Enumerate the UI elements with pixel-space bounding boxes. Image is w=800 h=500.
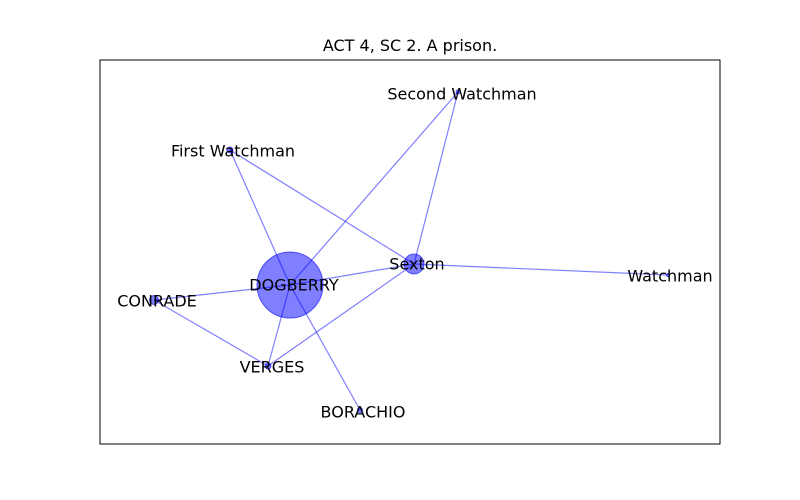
plot-frame (99, 59, 721, 445)
edge-sexton-watchman (413, 263, 669, 276)
node-dogberry (256, 251, 324, 319)
chart-title: ACT 4, SC 2. A prison. (323, 36, 497, 55)
node-label-sexton: Sexton (389, 255, 444, 274)
node-first-watchman (226, 146, 234, 154)
node-borachio (357, 407, 363, 413)
node-conrade (149, 295, 159, 305)
node-label-conrade: CONRADE (117, 292, 197, 311)
node-label-second-watchman: Second Watchman (387, 85, 536, 104)
edge-dogberry-second-watchman (289, 91, 459, 286)
edge-sexton-first-watchman (229, 149, 415, 265)
edge-sexton-second-watchman (413, 91, 459, 265)
edge-conrade-verges (153, 299, 269, 367)
nodes-layer (149, 89, 670, 413)
node-sexton (403, 253, 425, 275)
node-label-borachio: BORACHIO (321, 403, 406, 422)
node-label-verges: VERGES (240, 358, 305, 377)
node-watchman (666, 273, 670, 277)
edge-sexton-verges (267, 263, 415, 367)
node-label-watchman: Watchman (627, 267, 712, 286)
node-label-first-watchman: First Watchman (171, 142, 295, 161)
node-verges (264, 362, 272, 370)
labels-layer: DOGBERRY Sexton CONRADE VERGES BORACHIO First… (117, 85, 712, 422)
node-label-dogberry: DOGBERRY (249, 276, 339, 295)
node-second-watchman (455, 89, 461, 95)
